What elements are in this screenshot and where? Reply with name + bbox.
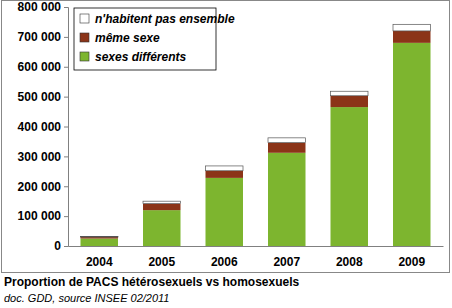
y-tick: 100 000	[18, 209, 68, 223]
x-tick: 2007	[273, 246, 300, 269]
y-tick-mark	[64, 186, 68, 187]
y-tick-label: 800 000	[18, 0, 62, 14]
y-axis: 0 100 000 200 000 300 000 400 000 500 000 600 …	[18, 0, 69, 253]
y-tick: 500 000	[18, 90, 68, 104]
bar	[206, 171, 244, 178]
chart-container: 0 100 000 200 000 300 000 400 000 500 000 600 …	[0, 0, 452, 308]
series-bars	[81, 24, 431, 237]
y-tick-label: 300 000	[18, 150, 62, 164]
y-tick-mark	[64, 97, 68, 98]
bar	[331, 96, 369, 107]
bar	[268, 143, 306, 153]
legend-label: même sexe	[95, 31, 160, 45]
bar	[81, 239, 119, 246]
x-tick-label: 2006	[211, 255, 238, 269]
bar	[331, 107, 369, 246]
bar	[331, 91, 369, 95]
x-tick: 2006	[211, 246, 238, 269]
bar	[393, 24, 431, 31]
y-tick-mark	[64, 7, 68, 8]
chart-frame	[2, 1, 450, 273]
bar	[143, 210, 181, 246]
x-tick: 2004	[86, 246, 113, 269]
y-tick-mark	[64, 67, 68, 68]
y-tick: 200 000	[18, 180, 68, 194]
legend-swatch	[80, 14, 89, 23]
y-axis-line	[64, 8, 69, 247]
y-tick: 800 000	[18, 0, 68, 14]
x-axis: 2004 2005 2006 2007 2008 2009	[69, 246, 444, 269]
x-axis-line	[69, 246, 444, 247]
x-tick: 2008	[336, 246, 363, 269]
legend: n'habitent pas ensemble même sexe sexes di…	[74, 8, 235, 70]
x-tick-label: 2005	[148, 255, 175, 269]
y-tick-mark	[64, 37, 68, 38]
y-tick-label: 0	[54, 239, 61, 253]
series-bars	[81, 43, 431, 246]
legend-label: n'habitent pas ensemble	[95, 12, 235, 26]
y-tick: 400 000	[18, 120, 68, 134]
legend-swatch	[80, 52, 89, 61]
bar	[143, 201, 181, 203]
bar	[393, 43, 431, 246]
x-tick-label: 2007	[273, 255, 300, 269]
legend-label: sexes différents	[95, 50, 186, 64]
x-tick-label: 2009	[398, 255, 425, 269]
x-tick-label: 2004	[86, 255, 113, 269]
title: Proportion de PACS hétérosexuels vs homo…	[4, 275, 300, 289]
y-tick: 0	[54, 239, 68, 253]
chart-svg: 0 100 000 200 000 300 000 400 000 500 000 600 …	[0, 0, 452, 308]
y-tick-mark	[64, 156, 68, 157]
y-tick-mark	[64, 216, 68, 217]
bar	[81, 236, 119, 238]
y-tick-label: 400 000	[18, 120, 62, 134]
bar	[268, 153, 306, 246]
y-tick-label: 700 000	[18, 30, 62, 44]
bar	[268, 138, 306, 143]
y-tick: 600 000	[18, 60, 68, 74]
y-tick-mark	[64, 246, 68, 247]
legend-swatch	[80, 33, 89, 42]
x-tick: 2009	[398, 246, 425, 269]
subtitle: doc. GDD, source INSEE 02/2011	[4, 292, 170, 304]
bar	[206, 178, 244, 246]
x-tick: 2005	[148, 246, 175, 269]
x-tick-label: 2008	[336, 255, 363, 269]
bar	[81, 237, 119, 238]
y-tick: 300 000	[18, 150, 68, 164]
bar	[393, 31, 431, 43]
bar	[143, 204, 181, 211]
series-bars	[81, 31, 431, 239]
y-tick-label: 600 000	[18, 60, 62, 74]
y-tick: 700 000	[18, 30, 68, 44]
bars	[81, 24, 431, 246]
y-tick-mark	[64, 127, 68, 128]
bar	[206, 166, 244, 171]
y-tick-label: 100 000	[18, 209, 62, 223]
y-tick-label: 200 000	[18, 180, 62, 194]
y-tick-label: 500 000	[18, 90, 62, 104]
